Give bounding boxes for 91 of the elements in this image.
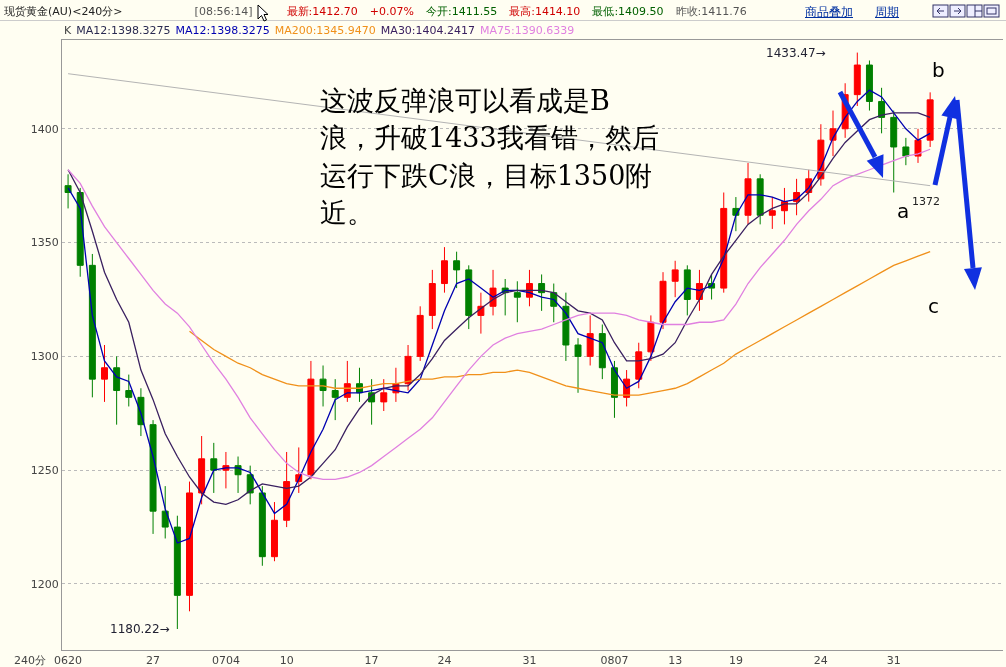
text: 240分	[14, 654, 46, 667]
candlestick	[161, 485, 169, 539]
annotation: a	[897, 199, 910, 223]
candlestick	[865, 59, 873, 112]
y-tick-label: 1350	[30, 236, 59, 250]
annotation: 这波反弹浪可以看成是B浪，升破1433我看错，然后运行下跌C浪，目标1350附近。	[320, 84, 660, 230]
candlestick	[732, 196, 740, 232]
candlestick	[878, 87, 886, 134]
text: 昨收:1411.76	[675, 4, 747, 19]
candlestick	[441, 246, 448, 294]
candlestick	[125, 374, 133, 407]
candlestick	[574, 337, 582, 394]
candlestick	[246, 465, 254, 505]
x-tick-label: 31	[886, 654, 901, 667]
candlestick	[101, 344, 108, 403]
text: MA12:1398.3275	[175, 24, 270, 37]
y-tick-label: 1200	[30, 577, 59, 591]
candlestick	[610, 360, 618, 419]
line-series	[188, 251, 931, 396]
candlestick	[635, 342, 643, 389]
y-tick-label: 1400	[30, 122, 59, 136]
candlestick	[513, 280, 521, 323]
text: 最新:1412.70	[286, 4, 358, 19]
text: 周期	[875, 4, 899, 21]
annotation: c	[928, 294, 939, 318]
candlestick	[598, 324, 606, 380]
text: 最高:1414.10	[509, 4, 581, 19]
candlestick	[149, 419, 157, 535]
candlestick	[258, 485, 266, 567]
candlestick	[331, 378, 339, 421]
x-tick-label: 0704	[211, 654, 240, 667]
chart-title: 现货黄金(AU)<240分>	[4, 4, 123, 19]
x-tick-label: 10	[279, 654, 294, 667]
annotation: b	[932, 58, 945, 82]
text: MA30:1404.2417	[380, 24, 476, 37]
candlestick	[465, 264, 473, 330]
x-tick-label: 27	[146, 654, 161, 667]
candlestick	[319, 364, 327, 407]
text: 今开:1411.55	[425, 4, 498, 19]
candlestick	[428, 269, 436, 330]
candlestick	[902, 137, 910, 166]
candlestick	[671, 260, 679, 298]
candlestick	[283, 451, 291, 528]
candlestick	[538, 273, 546, 312]
candlestick	[683, 264, 691, 316]
x-tick-label: 31	[522, 654, 537, 667]
text: 商品叠加	[805, 4, 853, 21]
candlestick	[768, 196, 776, 230]
candlestick	[210, 442, 218, 494]
candlestick	[113, 355, 121, 426]
candlestick	[586, 314, 594, 366]
y-tick-label: 1250	[30, 464, 59, 478]
text: MA75:1390.6339	[480, 24, 575, 37]
candlestick	[926, 91, 934, 148]
candlestick	[307, 360, 315, 480]
annotation: 1180.22→	[110, 622, 170, 636]
x-tick-label: 19	[728, 654, 743, 667]
text: 最低:1409.50	[592, 4, 664, 19]
candlestick	[198, 435, 206, 505]
candlestick	[744, 162, 752, 225]
annotation: 1433.47→	[766, 46, 826, 60]
x-tick-label: 24	[437, 654, 452, 667]
text: [08:56:14]	[194, 5, 253, 18]
candlestick	[647, 314, 655, 362]
candlestick	[173, 515, 181, 630]
text: MA200:1345.9470	[274, 24, 376, 37]
candlestick	[186, 481, 193, 612]
x-tick-label: 0620	[54, 654, 83, 667]
annotation: 1372	[912, 195, 940, 208]
candlestick	[659, 271, 667, 330]
candlestick	[562, 292, 570, 362]
candlestick	[477, 292, 485, 335]
candlestick	[453, 251, 461, 289]
x-tick-label: 0807	[600, 654, 629, 667]
candlestick	[756, 173, 764, 225]
candlestick	[64, 173, 72, 209]
candlestick	[720, 192, 728, 294]
candlestick	[914, 128, 922, 164]
candlestick	[271, 501, 278, 562]
text: K	[64, 24, 72, 37]
candlestick	[404, 344, 412, 392]
x-tick-label: 24	[813, 654, 828, 667]
x-tick-label: 17	[364, 654, 379, 667]
text: +0.07%	[369, 5, 414, 18]
text: MA12:1398.3275	[76, 24, 171, 37]
candlestick	[853, 52, 861, 107]
candlestick	[88, 253, 96, 398]
y-tick-label: 1300	[30, 350, 59, 364]
candlestick	[416, 305, 424, 362]
x-tick-label: 13	[668, 654, 683, 667]
candlestick	[380, 378, 388, 412]
